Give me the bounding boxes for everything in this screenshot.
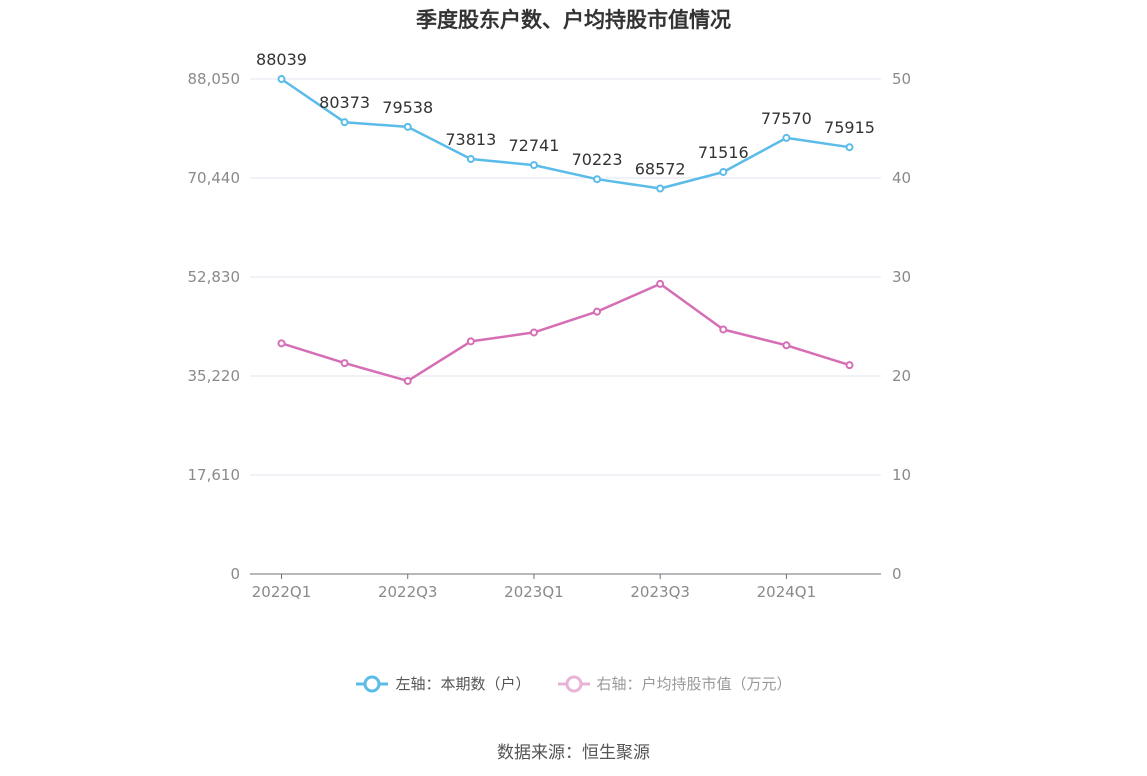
right-axis-tick: 0 — [892, 565, 902, 583]
right-axis-tick: 20 — [892, 367, 911, 385]
data-point-left — [529, 161, 538, 170]
data-point-right — [845, 361, 854, 370]
data-point-right — [277, 339, 286, 348]
right-axis-tick: 50 — [892, 70, 911, 88]
data-label: 88039 — [256, 50, 307, 69]
data-point-right — [529, 328, 538, 337]
data-point-left — [719, 167, 728, 176]
data-label: 70223 — [572, 150, 623, 169]
data-source: 数据来源：恒生聚源 — [497, 743, 650, 763]
legend-item-left[interactable]: 左轴：本期数（户） — [355, 673, 531, 694]
left-axis-tick: 88,050 — [188, 70, 241, 88]
chart-title: 季度股东户数、户均持股市值情况 — [416, 8, 731, 32]
legend: 左轴：本期数（户） 右轴：户均持股市值（万元） — [0, 673, 1147, 694]
data-point-right — [403, 376, 412, 385]
left-axis-tick: 70,440 — [188, 169, 241, 187]
data-point-right — [340, 359, 349, 368]
data-point-left — [340, 118, 349, 127]
data-point-right — [593, 307, 602, 316]
series-line-left — [280, 78, 850, 190]
right-axis-tick: 40 — [892, 169, 911, 187]
data-label: 79538 — [382, 98, 433, 117]
data-point-left — [466, 155, 475, 164]
data-point-left — [656, 184, 665, 193]
legend-label-right: 右轴：户均持股市值（万元） — [596, 675, 792, 693]
x-axis-tick: 2022Q3 — [378, 583, 438, 601]
x-axis-tick: 2023Q3 — [630, 583, 690, 601]
data-label: 71516 — [698, 143, 749, 162]
data-point-left — [593, 175, 602, 184]
x-axis-tick: 2023Q1 — [504, 583, 564, 601]
data-label: 73813 — [445, 130, 496, 149]
left-axis-tick: 35,220 — [188, 367, 241, 385]
data-label: 72741 — [508, 136, 559, 155]
x-axis-tick: 2024Q1 — [757, 583, 817, 601]
left-axis-tick: 0 — [230, 565, 240, 583]
left-axis-tick: 17,610 — [188, 466, 241, 484]
data-point-left — [845, 143, 854, 152]
right-axis-tick: 10 — [892, 466, 911, 484]
data-label: 75915 — [824, 118, 875, 137]
data-point-right — [466, 337, 475, 346]
data-point-left — [782, 133, 791, 142]
data-point-left — [403, 122, 412, 131]
left-axis-tick: 52,830 — [188, 268, 241, 286]
right-axis-tick: 30 — [892, 268, 911, 286]
legend-marker-left-icon — [356, 675, 389, 692]
legend-label-left: 左轴：本期数（户） — [395, 675, 531, 693]
data-point-right — [656, 279, 665, 288]
legend-marker-right-icon — [557, 675, 590, 692]
legend-item-right[interactable]: 右轴：户均持股市值（万元） — [557, 673, 792, 694]
data-point-left — [277, 75, 286, 84]
data-label: 77570 — [761, 109, 812, 128]
data-label: 80373 — [319, 93, 370, 112]
x-axis-tick: 2022Q1 — [252, 583, 312, 601]
data-label: 68572 — [635, 160, 686, 179]
data-point-right — [719, 325, 728, 334]
data-point-right — [782, 341, 791, 350]
series-line-right — [281, 282, 850, 383]
